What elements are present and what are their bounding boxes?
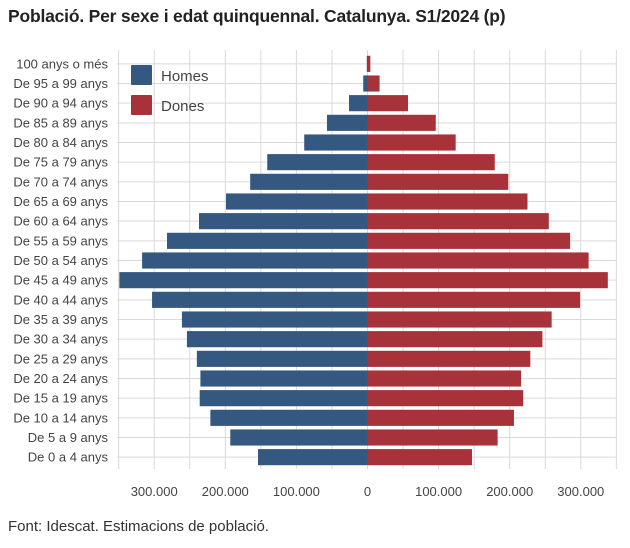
bar-dones [367, 95, 409, 112]
bar-homes [258, 449, 368, 466]
bar-dones [367, 55, 371, 72]
bar-dones [367, 252, 589, 269]
bar-dones [367, 370, 522, 387]
bar-homes [250, 173, 368, 190]
y-axis-tick-label: 100 anys o més [16, 56, 108, 71]
y-axis-tick-label: De 50 a 54 anys [13, 253, 108, 268]
x-axis-tick-label: 100.000 [273, 484, 320, 499]
bar-dones [367, 75, 380, 92]
population-pyramid-chart: 100 anys o més De 95 a 99 anys De 90 a 94 … [13, 50, 617, 499]
bar-homes [142, 252, 368, 269]
bar-dones [367, 331, 543, 348]
y-axis-tick-label: De 40 a 44 anys [13, 292, 108, 307]
legend-label-homes: Homes [161, 68, 209, 85]
bar-homes [226, 193, 368, 210]
y-axis-tick-label: De 25 a 29 anys [13, 351, 108, 366]
bar-dones [367, 409, 514, 426]
y-axis-tick-label: De 70 a 74 anys [13, 174, 108, 189]
legend-swatch-dones [131, 95, 152, 115]
chart-title: Població. Per sexe i edat quinquennal. C… [8, 6, 506, 26]
x-axis-tick-label: 300.000 [557, 484, 604, 499]
y-axis-tick-label: De 85 a 89 anys [13, 115, 108, 130]
x-axis-tick-label: 200.000 [486, 484, 533, 499]
bar-dones [367, 449, 473, 466]
legend-swatch-homes [131, 65, 152, 85]
bar-homes [210, 409, 368, 426]
x-axis-labels: 300.000 200.000 100.000 0 100.000 200.000 300.… [131, 484, 605, 499]
y-axis-labels: 100 anys o més De 95 a 99 anys De 90 a 94 … [13, 56, 108, 464]
x-axis-tick-label: 200.000 [202, 484, 249, 499]
bar-dones [367, 311, 552, 328]
y-axis-tick-label: De 55 a 59 anys [13, 233, 108, 248]
bar-dones [367, 114, 436, 131]
bar-homes [198, 213, 368, 230]
bar-homes [267, 154, 368, 171]
bar-homes [186, 331, 368, 348]
bar-homes [199, 390, 368, 407]
y-axis-tick-label: De 90 a 94 anys [13, 96, 108, 111]
y-axis-tick-label: De 15 a 19 anys [13, 391, 108, 406]
y-axis-tick-label: De 95 a 99 anys [13, 76, 108, 91]
bar-homes [363, 75, 368, 92]
y-axis-tick-label: De 5 a 9 anys [28, 430, 109, 445]
y-axis-tick-label: De 80 a 84 anys [13, 135, 108, 150]
y-axis-tick-label: De 45 a 49 anys [13, 273, 108, 288]
bar-dones [367, 291, 581, 308]
bar-dones [367, 154, 495, 171]
bar-homes [200, 370, 368, 387]
bar-homes [152, 291, 368, 308]
legend: Homes Dones [131, 65, 209, 115]
x-axis-tick-label: 0 [364, 484, 371, 499]
x-axis-tick-label: 300.000 [131, 484, 178, 499]
y-axis-tick-label: De 35 a 39 anys [13, 312, 108, 327]
y-axis-tick-label: De 75 a 79 anys [13, 155, 108, 170]
bar-dones [367, 213, 549, 230]
x-axis-tick-label: 100.000 [415, 484, 462, 499]
bar-homes [119, 272, 368, 289]
bar-homes [196, 350, 368, 367]
y-axis-tick-label: De 0 a 4 anys [28, 450, 109, 465]
y-axis-tick-label: De 20 a 24 anys [13, 371, 108, 386]
y-axis-tick-label: De 30 a 34 anys [13, 332, 108, 347]
bar-homes [349, 95, 368, 112]
bar-dones [367, 272, 608, 289]
y-axis-tick-label: De 65 a 69 anys [13, 194, 108, 209]
bar-homes [166, 232, 368, 249]
bar-dones [367, 429, 498, 446]
y-axis-tick-label: De 10 a 14 anys [13, 410, 108, 425]
bars [119, 55, 608, 466]
legend-label-dones: Dones [161, 98, 204, 115]
bar-dones [367, 390, 524, 407]
bar-dones [367, 193, 528, 210]
bar-dones [367, 134, 456, 151]
bar-dones [367, 232, 571, 249]
bar-homes [181, 311, 368, 328]
bar-dones [367, 173, 509, 190]
bar-homes [230, 429, 368, 446]
source-note: Font: Idescat. Estimacions de població. [8, 518, 269, 535]
bar-homes [304, 134, 368, 151]
bar-dones [367, 350, 531, 367]
bar-homes [366, 55, 368, 72]
y-axis-tick-label: De 60 a 64 anys [13, 214, 108, 229]
bar-homes [326, 114, 368, 131]
